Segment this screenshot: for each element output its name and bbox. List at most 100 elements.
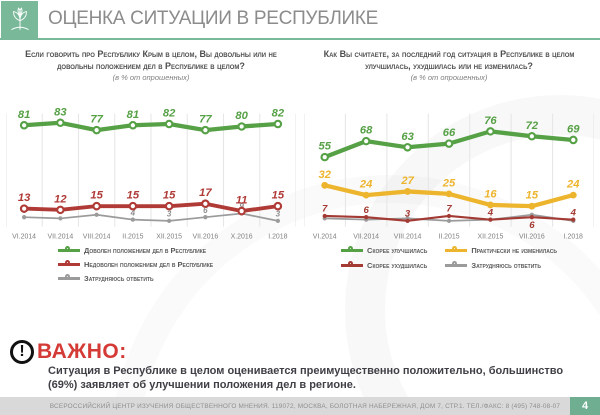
svg-text:4: 4 [130, 208, 136, 217]
legend-item: Недоволен положением дел в Республике [58, 259, 296, 269]
legend-marker-icon [445, 245, 468, 252]
exclamation-icon: ! [10, 340, 34, 364]
svg-text:24: 24 [359, 179, 373, 191]
svg-text:VIII.2014: VIII.2014 [83, 233, 111, 240]
svg-text:6: 6 [529, 220, 535, 231]
svg-text:II.2015: II.2015 [122, 233, 143, 240]
slide-footer: ВСЕРОССИЙСКИЙ ЦЕНТР ИЗУЧЕНИЯ ОБЩЕСТВЕННО… [0, 397, 600, 415]
svg-text:15: 15 [526, 190, 539, 202]
legend-marker-icon [341, 245, 364, 252]
svg-text:24: 24 [566, 179, 580, 191]
chart-right-heading: Как Вы считаете, за последний год ситуац… [304, 49, 594, 103]
chart-right-title: Как Вы считаете, за последний год ситуац… [323, 49, 575, 71]
svg-text:VII.2016: VII.2016 [192, 233, 218, 240]
svg-text:63: 63 [401, 131, 414, 143]
svg-text:VII.2014: VII.2014 [353, 233, 379, 240]
slide-header: ОЦЕНКА СИТУАЦИИ В РЕСПУБЛИКЕ [0, 0, 600, 40]
svg-text:VII.2016: VII.2016 [519, 233, 545, 240]
svg-text:32: 32 [318, 169, 331, 181]
svg-text:27: 27 [400, 175, 414, 187]
legend-marker-icon [445, 260, 468, 267]
svg-text:7: 7 [322, 204, 328, 215]
legend-label: Затрудняюсь ответить [84, 273, 154, 283]
important-text: Ситуация в Республике в целом оцениваетс… [48, 365, 564, 391]
svg-text:VI.2014: VI.2014 [12, 233, 36, 240]
legend-item: Скорее ухудшилась [341, 260, 428, 270]
page-number-badge: 4 [570, 397, 600, 415]
legend-label: Недоволен положением дел в Республике [84, 259, 214, 269]
svg-text:82: 82 [272, 108, 285, 120]
chart-left-heading: Если говорить про Республику Крым в цело… [6, 49, 296, 103]
svg-text:VIII.2014: VIII.2014 [394, 233, 422, 240]
svg-text:9: 9 [239, 202, 244, 211]
svg-text:I.2018: I.2018 [564, 233, 583, 240]
svg-text:69: 69 [567, 123, 580, 135]
legend-item: Затрудняюсь ответить [58, 273, 296, 283]
svg-text:15: 15 [90, 190, 103, 202]
chart-left-canvas: 6584369313121515151711158183778182778082… [6, 103, 296, 244]
svg-text:82: 82 [163, 108, 176, 120]
legend-label: Практически не изменилась [471, 245, 557, 255]
svg-text:3: 3 [405, 209, 411, 220]
chart-left-legend: Доволен положением дел в Республике Недов… [6, 245, 296, 283]
svg-text:12: 12 [54, 193, 67, 205]
vciom-logo [1, 0, 38, 38]
legend-item: Затрудняюсь ответить [445, 260, 557, 270]
svg-text:13: 13 [18, 192, 31, 204]
chart-panel-left: Если говорить про Республику Крым в цело… [6, 49, 296, 283]
legend-label: Доволен положением дел в Республике [84, 245, 207, 255]
legend-item: Практически не изменилась [445, 245, 557, 255]
svg-text:15: 15 [127, 190, 140, 202]
important-note: ! ВАЖНО: Ситуация в Республике в целом о… [10, 340, 570, 393]
footer-contact-text: ВСЕРОССИЙСКИЙ ЦЕНТР ИЗУЧЕНИЯ ОБЩЕСТВЕННО… [49, 402, 561, 410]
chart-right-canvas: 7 6 3 7 4 6 4 32 24 27 25 16 15 24 55 68 63 66 76 72 69 VI.20… [304, 103, 594, 244]
svg-text:72: 72 [526, 120, 539, 132]
svg-text:76: 76 [484, 115, 497, 127]
svg-text:3: 3 [167, 210, 172, 219]
svg-text:15: 15 [163, 190, 176, 202]
plant-icon [10, 7, 29, 30]
svg-text:68: 68 [360, 125, 373, 137]
legend-item: Скорее улучшилась [341, 245, 428, 255]
important-heading: ! ВАЖНО: [10, 340, 570, 364]
svg-text:15: 15 [272, 190, 285, 202]
legend-label: Затрудняюсь ответить [471, 260, 541, 270]
chart-left-subtitle: (в % от опрошенных) [112, 73, 190, 83]
svg-text:17: 17 [199, 187, 212, 199]
svg-text:XII.2015: XII.2015 [156, 233, 182, 240]
important-label: ВАЖНО: [37, 340, 127, 363]
chart-panel-right: Как Вы считаете, за последний год ситуац… [304, 49, 594, 283]
svg-text:77: 77 [199, 114, 212, 126]
legend-marker-icon [58, 273, 80, 280]
svg-text:I.2018: I.2018 [268, 233, 287, 240]
legend-label: Скорее ухудшилась [367, 260, 428, 270]
svg-text:3: 3 [276, 210, 281, 219]
svg-text:X.2016: X.2016 [231, 233, 253, 240]
chart-right-legend: Скорее улучшилась Практически не изменила… [304, 245, 594, 270]
legend-label: Скорее улучшилась [367, 245, 428, 255]
svg-text:81: 81 [18, 109, 30, 121]
svg-text:16: 16 [484, 188, 497, 200]
svg-text:81: 81 [127, 109, 139, 121]
svg-text:55: 55 [318, 141, 331, 153]
chart-canvas: 6584369313121515151711158183778182778082… [6, 106, 296, 240]
chart-left-title: Если говорить про Республику Крым в цело… [25, 49, 277, 71]
svg-text:4: 4 [570, 207, 577, 218]
svg-text:II.2015: II.2015 [438, 233, 459, 240]
legend-marker-icon [341, 260, 364, 267]
svg-text:7: 7 [446, 204, 452, 215]
svg-text:11: 11 [236, 195, 248, 207]
legend-marker-icon [58, 245, 80, 252]
svg-text:83: 83 [54, 106, 67, 118]
svg-text:VII.2014: VII.2014 [47, 233, 73, 240]
legend-item: Доволен положением дел в Республике [58, 245, 296, 255]
svg-text:66: 66 [443, 127, 456, 139]
svg-text:VI.2014: VI.2014 [313, 233, 337, 240]
chart-right-subtitle: (в % от опрошенных) [410, 73, 488, 83]
svg-text:4: 4 [487, 207, 494, 218]
legend-marker-icon [58, 259, 80, 266]
svg-text:25: 25 [442, 177, 456, 189]
charts-row: Если говорить про Республику Крым в цело… [0, 40, 600, 283]
